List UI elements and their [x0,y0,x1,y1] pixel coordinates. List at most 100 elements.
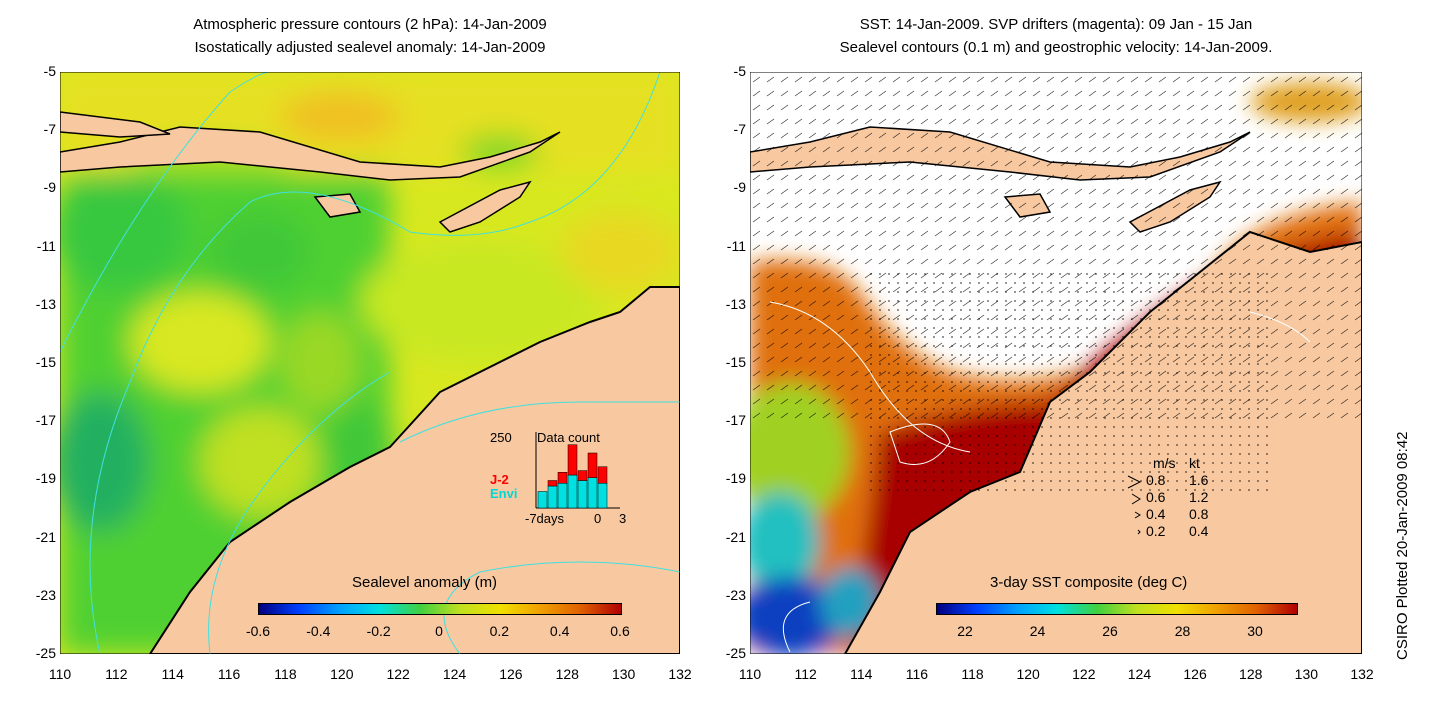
left-x-tick: 122 [386,666,410,682]
colorbar-tick: 0 [435,623,443,639]
left-x-tick: 128 [555,666,579,682]
right-x-tick: 112 [794,666,817,682]
inset-series-envi: Envi [490,486,517,501]
legend-row-ms: 0.6 [1146,489,1166,505]
j2-bar [557,472,568,484]
right-title-line1: SST: 14-Jan-2009. SVP drifters (magenta)… [859,16,1253,33]
right-colorbar-label: 3-day SST composite (deg C) [990,574,1188,591]
side-plot-label: CSIRO Plotted 20-Jan-2009 08:42 [1394,431,1411,660]
colorbar-tick: 24 [1029,623,1046,639]
data-count-inset: 250 Data count J-2 Envi -7days 0 3 [490,430,626,526]
left-y-tick: -9 [43,179,56,196]
left-title-line1: Atmospheric pressure contours (2 hPa): 1… [193,16,547,33]
envi-bar [557,483,568,509]
legend-header-kt: kt [1189,455,1200,471]
envi-bar [567,474,578,509]
right-x-tick: 126 [1183,666,1207,682]
left-y-tick: -15 [35,354,56,370]
right-x-tick: 124 [1127,666,1152,682]
right-x-tick: 128 [1239,666,1263,682]
inset-xtick-zero: 0 [594,511,601,526]
left-x-tick: 110 [48,666,72,682]
right-x-tick: 122 [1072,666,1096,682]
left-y-tick: -5 [43,63,56,79]
right-x-tick: 118 [961,666,984,682]
australia-land [148,286,680,654]
right-y-tick: -7 [733,121,746,138]
j2-bar [597,466,608,484]
legend-row-ms: 0.4 [1146,506,1166,522]
left-y-tick: -21 [35,528,56,545]
envi-bar [537,491,548,509]
inset-bars [537,444,608,509]
left-x-tick: 120 [330,666,354,682]
legend-header-ms: m/s [1153,455,1176,471]
left-y-tick: -13 [35,295,56,312]
right-y-tick: -15 [725,354,746,370]
right-y-tick: -25 [725,645,746,661]
right-x-tick: 110 [738,666,762,682]
right-y-tick: -13 [725,295,746,312]
legend-row-kt: 1.2 [1189,489,1209,505]
left-y-tick: -23 [35,586,56,603]
right-y-tick: -23 [725,586,746,603]
colorbar-tick: -0.4 [306,623,331,639]
inset-title: Data count [537,430,600,445]
legend-row-kt: 0.4 [1189,523,1209,539]
left-x-tick: 116 [217,666,241,682]
sumba-island [313,193,362,218]
left-y-tick: -7 [43,121,56,138]
envi-bar [547,485,558,509]
j2-bar [547,480,558,487]
colorbar-tick: 0.4 [549,623,570,639]
left-y-tick: -11 [36,237,56,254]
left-x-tick: 124 [442,666,467,682]
right-y-tick: -19 [725,470,746,487]
left-x-tick: 130 [611,666,636,682]
colorbar-tick: 26 [1102,623,1118,639]
right-y-tick: -21 [725,528,746,545]
right-x-tick: 116 [905,666,929,682]
java-coast [60,111,171,138]
left-x-tick: 132 [668,666,692,682]
right-x-tick: 120 [1016,666,1040,682]
legend-row-kt: 0.8 [1189,506,1209,522]
legend-row-ms: 0.8 [1146,472,1166,488]
j2-bar [577,470,588,481]
left-y-tick: -17 [35,412,56,429]
right-y-tick: -17 [725,412,746,429]
colorbar-tick: 22 [957,623,973,639]
island-chain-north [60,126,561,181]
left-title-line2: Isostatically adjusted sealevel anomaly:… [194,39,546,56]
legend-row-ms: 0.2 [1146,523,1166,539]
left-y-tick: -19 [35,470,56,487]
right-y-tick: -5 [733,63,746,79]
inset-xtick-start: -7days [525,511,565,526]
colorbar-tick: 30 [1247,623,1263,639]
right-colorbar [936,603,1298,615]
colorbar-tick: -0.6 [245,623,271,639]
colorbar-tick: 28 [1174,623,1191,639]
colorbar-tick: 0.6 [610,623,630,639]
j2-bar [587,452,598,478]
left-colorbar [258,603,622,615]
right-title-line2: Sealevel contours (0.1 m) and geostrophi… [839,39,1273,56]
right-x-tick: 130 [1294,666,1319,682]
right-y-tick: -9 [733,179,746,196]
inset-series-j2: J-2 [490,472,509,487]
right-y-tick: -11 [726,237,746,254]
timor-island [438,180,532,233]
left-x-tick: 118 [274,666,297,682]
inset-xtick-end: 3 [619,511,626,526]
colorbar-tick: -0.2 [366,623,391,639]
left-y-tick: -25 [35,645,56,661]
left-x-tick: 112 [105,666,128,682]
envi-bar [577,480,588,509]
j2-bar [567,444,578,476]
envi-bar [597,483,608,509]
envi-bar [587,477,598,509]
colorbar-tick: 0.2 [489,623,510,639]
left-colorbar-label: Sealevel anomaly (m) [352,574,498,591]
left-x-tick: 114 [161,666,184,682]
right-map [750,72,1362,654]
